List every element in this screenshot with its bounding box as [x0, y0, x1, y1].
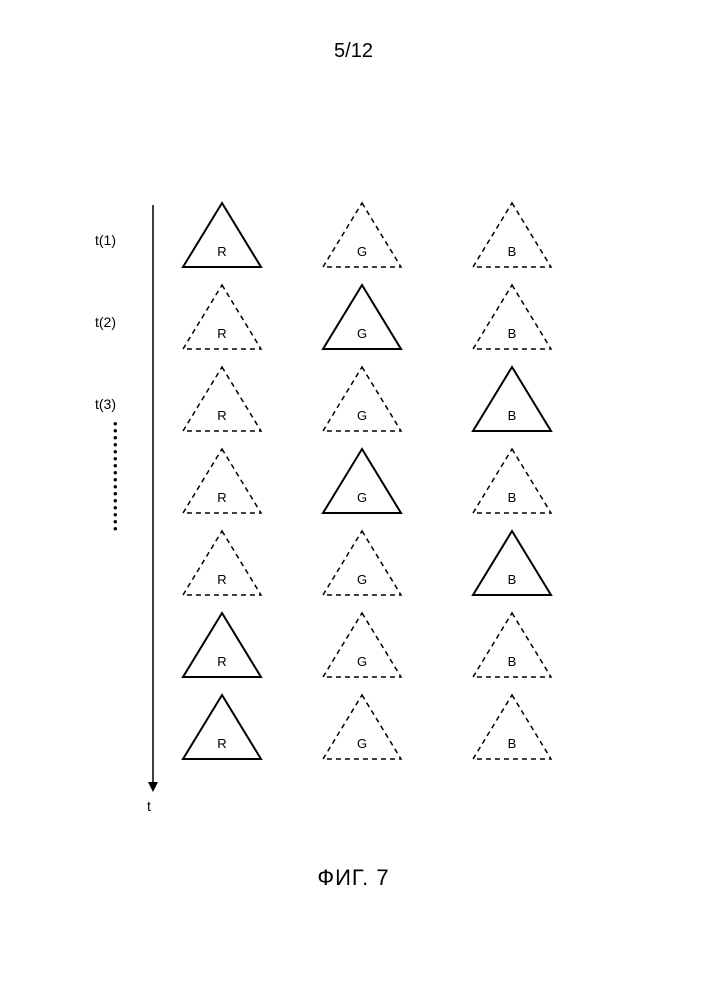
triangle-cell: B — [470, 610, 554, 680]
triangle-dashed-icon — [470, 692, 554, 762]
triangle-cell: G — [320, 528, 404, 598]
triangle-cell: B — [470, 446, 554, 516]
diagram: t(1)RGBt(2)RGBt(3)RGBRGBRGBRGBRGB• • • •… — [95, 200, 615, 810]
triangle-cell: B — [470, 528, 554, 598]
triangle-cell: B — [470, 200, 554, 270]
triangle-dashed-icon — [180, 282, 264, 352]
triangle-label: B — [470, 408, 554, 423]
triangle-dashed-icon — [320, 528, 404, 598]
triangle-dashed-icon — [180, 528, 264, 598]
triangle-solid-icon — [470, 528, 554, 598]
triangle-cell: R — [180, 446, 264, 516]
triangle-cell: G — [320, 692, 404, 762]
triangle-cell: R — [180, 364, 264, 434]
triangle-dashed-icon — [470, 446, 554, 516]
triangle-label: R — [180, 326, 264, 341]
triangle-solid-icon — [180, 610, 264, 680]
triangle-label: B — [470, 244, 554, 259]
triangle-label: R — [180, 736, 264, 751]
triangle-dashed-icon — [470, 610, 554, 680]
triangle-label: B — [470, 654, 554, 669]
triangle-cell: G — [320, 446, 404, 516]
triangle-dashed-icon — [320, 200, 404, 270]
triangle-cell: G — [320, 200, 404, 270]
figure-caption: ФИГ. 7 — [0, 865, 707, 891]
triangle-cell: R — [180, 200, 264, 270]
triangle-dashed-icon — [320, 610, 404, 680]
triangle-cell: B — [470, 692, 554, 762]
triangle-label: R — [180, 654, 264, 669]
triangle-label: G — [320, 490, 404, 505]
triangle-label: G — [320, 736, 404, 751]
triangle-cell: R — [180, 282, 264, 352]
triangle-solid-icon — [180, 692, 264, 762]
time-axis-label: t — [147, 798, 151, 814]
triangle-label: B — [470, 572, 554, 587]
triangle-cell: R — [180, 692, 264, 762]
triangle-cell: R — [180, 610, 264, 680]
triangle-label: G — [320, 408, 404, 423]
triangle-label: R — [180, 572, 264, 587]
triangle-solid-icon — [180, 200, 264, 270]
triangle-dashed-icon — [180, 364, 264, 434]
triangle-cell: B — [470, 282, 554, 352]
triangle-label: R — [180, 244, 264, 259]
triangle-cell: B — [470, 364, 554, 434]
triangle-dashed-icon — [470, 282, 554, 352]
triangle-cell: R — [180, 528, 264, 598]
triangle-dashed-icon — [320, 364, 404, 434]
triangle-dashed-icon — [320, 692, 404, 762]
triangle-label: R — [180, 408, 264, 423]
triangle-label: G — [320, 654, 404, 669]
triangle-dashed-icon — [180, 446, 264, 516]
triangle-label: B — [470, 736, 554, 751]
triangle-cell: G — [320, 610, 404, 680]
triangle-cell: G — [320, 364, 404, 434]
triangle-solid-icon — [470, 364, 554, 434]
triangle-label: B — [470, 326, 554, 341]
triangle-label: G — [320, 572, 404, 587]
triangle-cell: G — [320, 282, 404, 352]
triangle-label: R — [180, 490, 264, 505]
triangle-label: B — [470, 490, 554, 505]
page-number: 5/12 — [0, 40, 707, 63]
time-axis-arrow-icon — [95, 200, 175, 802]
triangle-dashed-icon — [470, 200, 554, 270]
triangle-solid-icon — [320, 446, 404, 516]
triangle-label: G — [320, 244, 404, 259]
triangle-label: G — [320, 326, 404, 341]
triangle-solid-icon — [320, 282, 404, 352]
